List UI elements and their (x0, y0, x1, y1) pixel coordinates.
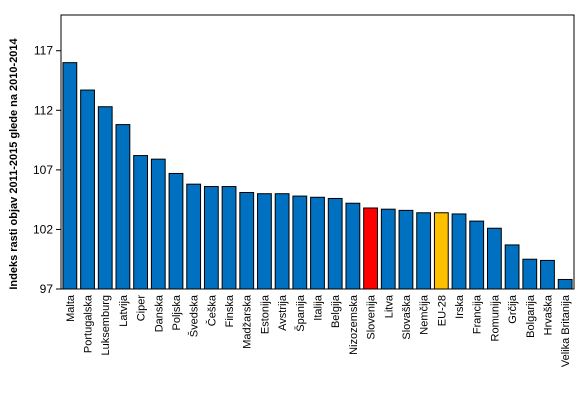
x-tick-label: Velika Britanija (560, 294, 572, 367)
bar-gr-ija (504, 244, 520, 290)
bar-slova-ka (398, 209, 414, 290)
x-tick-label: Francija (472, 294, 484, 334)
bar-francija (469, 220, 485, 290)
bar-litva (380, 208, 396, 290)
y-tick-label: 97 (40, 282, 54, 296)
x-tick-label: Španija (294, 294, 307, 332)
x-tick-label: Estonija (259, 294, 271, 334)
x-tick-label: Slovaška (401, 294, 413, 340)
bar-velika-britanija (557, 278, 573, 290)
bar--panija (292, 195, 308, 290)
y-ticks-group: 97 102 107 112 117 (33, 44, 61, 296)
x-tick-label: Češka (205, 294, 218, 326)
bar-poljska (168, 172, 184, 290)
x-tick-label: Bolgarija (525, 294, 537, 338)
bars-group (62, 62, 573, 290)
bar-avstrija (274, 193, 290, 290)
bar-danska (150, 158, 166, 290)
x-tick-label: Latvija (118, 294, 130, 327)
x-tick-label: EU-28 (436, 295, 448, 326)
bar-romunija (487, 227, 502, 290)
x-tick-label: Nizozemska (348, 294, 360, 355)
x-tick-label: Malta (65, 294, 77, 322)
x-tick-label: Belgija (330, 294, 342, 328)
bar-belgija (327, 197, 343, 290)
bar-eu-28 (433, 212, 449, 290)
x-tick-label: Švedska (188, 294, 201, 337)
x-tick-label: Nemčija (419, 294, 431, 335)
bar-hrva-ka (540, 259, 555, 290)
bar-latvija (115, 124, 131, 290)
bar-malta (62, 62, 78, 290)
bar-bolgarija (522, 258, 538, 290)
x-tick-label: Finska (224, 294, 236, 327)
x-tick-label: Hrvaška (542, 294, 554, 335)
bar--e-ka (203, 186, 219, 290)
y-axis-title: Indeks rasti objav 2011-2015 glede na 20… (8, 37, 20, 289)
y-tick-label: 107 (33, 163, 53, 177)
bar-estonija (257, 193, 272, 290)
x-tick-label: Poljska (171, 294, 183, 330)
bar-ciper (133, 155, 148, 290)
y-tick-label: 117 (34, 44, 53, 58)
bar-finska (221, 186, 237, 290)
bar-nem-ija (416, 212, 432, 290)
bar--vedska (186, 183, 202, 290)
x-tick-label: Slovenija (366, 294, 378, 340)
plot-frame (60, 14, 575, 290)
bar-nizozemska (345, 202, 361, 290)
x-tick-label: Ciper (136, 295, 148, 322)
x-tick-label: Irska (454, 294, 466, 319)
bar-portugalska (80, 89, 95, 290)
x-tick-label: Portugalska (83, 294, 95, 353)
x-labels-group: Malta Portugalska Luksemburg Latvija Ciper Da… (65, 294, 572, 367)
y-tick-label: 112 (34, 103, 53, 117)
x-tick-label: Italija (313, 294, 325, 321)
bar-luksemburg (97, 106, 113, 290)
x-tick-label: Danska (153, 294, 165, 332)
x-tick-label: Avstrija (277, 294, 289, 331)
x-tick-label: Madžarska (242, 294, 254, 349)
x-tick-label: Grčija (507, 294, 519, 324)
bar-italija (310, 196, 325, 290)
x-tick-label: Litva (383, 294, 395, 318)
bar-mad-arska (239, 192, 255, 290)
bar-irska (451, 213, 467, 290)
x-tick-label: Romunija (489, 294, 501, 341)
bar-slovenija (363, 207, 378, 290)
x-tick-label: Luksemburg (100, 295, 112, 356)
y-tick-label: 102 (33, 222, 53, 236)
